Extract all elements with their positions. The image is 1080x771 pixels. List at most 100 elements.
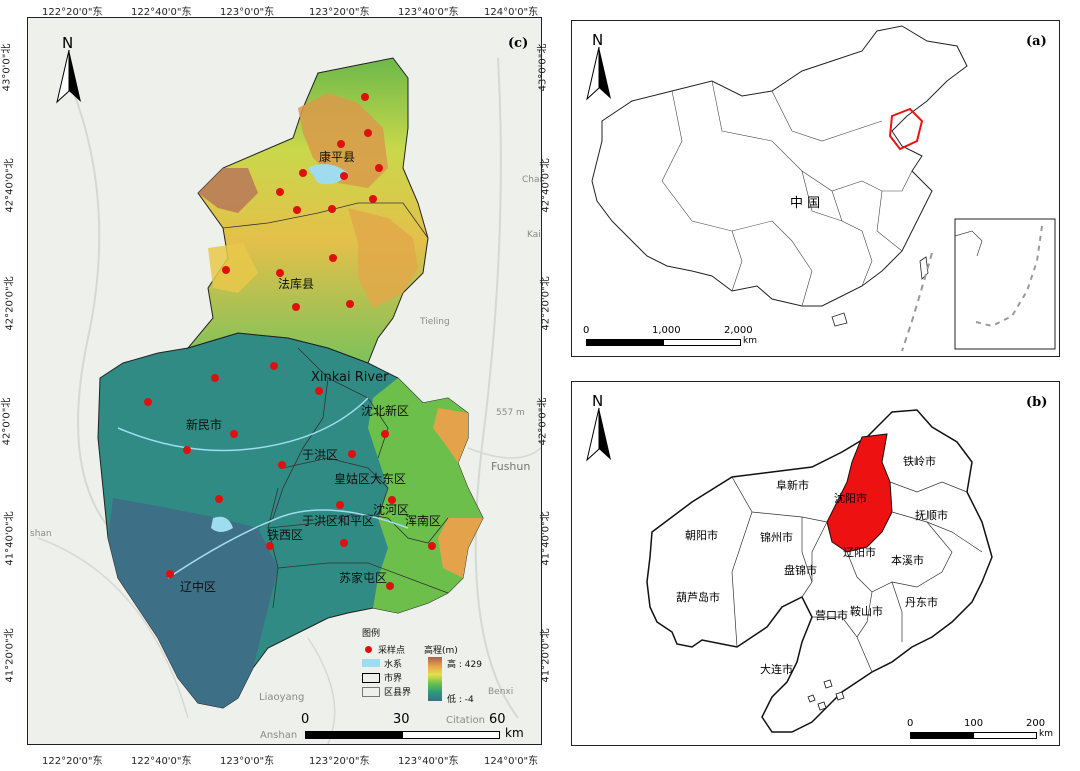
scale-tick: 1,000 (652, 325, 681, 336)
coord-top: 122°20'0"东 (42, 7, 103, 18)
coord-top: 123°20'0"东 (309, 7, 370, 18)
basemap-liaoyang: Liaoyang (259, 692, 305, 703)
province-boundary (801, 170, 843, 222)
scale-bar-b: 0 100 200 km (907, 718, 1058, 744)
sample-point (340, 539, 348, 547)
panel-b-map: N (b) 铁岭市 阜新市 沈阳市 抚顺市 朝阳市 锦州市 辽阳市 本溪市 盘锦… (571, 381, 1060, 746)
scale-tick: 100 (964, 718, 984, 729)
basemap-benxi: Benxi (488, 687, 514, 697)
inset-coast (954, 230, 983, 257)
city-boundary (846, 551, 893, 593)
coord-left: 42°40'0"北 (4, 158, 16, 213)
coord-right: 42°40'0"北 (540, 158, 552, 213)
sample-point (266, 542, 274, 550)
basemap-fushun: Fushun (491, 460, 531, 473)
coord-bottom: 122°20'0"东 (42, 756, 103, 767)
city-boundary (891, 521, 953, 588)
district-faku: 法库县 (278, 277, 315, 291)
legend-sample-icon (365, 646, 372, 653)
country-label: 中 国 (790, 196, 821, 211)
basemap-citation: Citation (446, 715, 485, 726)
sample-point (386, 582, 394, 590)
district-tiexi: 铁西区 (267, 528, 304, 542)
scale-tick: 0 (907, 718, 914, 729)
scale-unit: km (505, 726, 524, 740)
coord-left: 42°0'0"北 (1, 397, 13, 446)
sample-point (381, 430, 389, 438)
city-jinzhou: 锦州市 (760, 531, 793, 544)
sample-point (183, 446, 191, 454)
city-shenyang: 沈阳市 (834, 492, 867, 505)
scale-tick: 0 (583, 325, 590, 336)
basemap-road (467, 447, 541, 459)
province-boundary (861, 170, 913, 192)
river (167, 509, 409, 579)
scale-tick: 2,000 (724, 325, 753, 336)
scale-unit: km (1039, 729, 1053, 739)
sample-point (222, 266, 230, 274)
city-boundary (856, 591, 873, 638)
sample-point (276, 188, 284, 196)
panel-label-a: (a) (1026, 34, 1047, 49)
liaoning-outline (646, 409, 993, 733)
legend-county-icon (362, 687, 380, 697)
legend-elev-ramp (428, 657, 442, 701)
faku-highlands (348, 208, 418, 308)
panel-label-c: (c) (508, 36, 529, 51)
coord-left: 42°20'0"北 (4, 276, 16, 331)
district-shenbei: 沈北新区 (361, 404, 410, 418)
scale-tick: 200 (1026, 718, 1046, 729)
city-anshan: 鞍山市 (850, 605, 883, 618)
county-boundary (267, 512, 449, 544)
legend-water: 水系 (384, 660, 403, 670)
coord-bottom: 124°0'0"东 (484, 756, 539, 767)
inset-dashes (971, 225, 1043, 328)
sample-point (230, 430, 238, 438)
basemap-road (67, 77, 119, 539)
basemap-tieling: Tieling (420, 317, 450, 327)
sample-point (293, 206, 301, 214)
north-arrow-icon (586, 407, 611, 462)
north-label-a: N (592, 31, 604, 49)
city-dalian: 大连市 (760, 663, 793, 676)
sample-point (346, 300, 354, 308)
river-label: Xinkai River (311, 370, 389, 385)
city-yingkou: 营口市 (815, 609, 848, 622)
coord-bottom: 122°40'0"东 (131, 756, 192, 767)
coord-right: 42°0'0"北 (537, 397, 549, 446)
province-boundary (771, 220, 813, 307)
province-boundary (711, 80, 863, 192)
district-kangping: 康平县 (319, 150, 356, 164)
city-boundary (731, 476, 753, 648)
sample-point (329, 254, 337, 262)
shenyang-highlight (826, 433, 893, 553)
legend-elev-title: 高程(m) (424, 646, 458, 656)
basemap-557m: 557 m (496, 408, 525, 418)
scale-tick: 60 (489, 712, 506, 727)
basemap-svg (37, 57, 541, 744)
province-boundary (731, 230, 743, 292)
city-boundary (889, 481, 968, 493)
basemap-shan: shan (30, 529, 52, 539)
legend-low: 低 : -4 (447, 695, 474, 705)
panel-label-b: (b) (1026, 395, 1048, 410)
province-boundary (661, 90, 773, 232)
liaozhong-lowland (108, 498, 278, 708)
county-boundary (327, 377, 389, 459)
city-boundary (812, 616, 873, 673)
district-yuhong: 于洪区 (302, 448, 339, 462)
city-huludao: 葫芦岛市 (676, 591, 720, 604)
sample-point (364, 129, 372, 137)
scale-unit: km (743, 336, 757, 346)
sample-point (348, 450, 356, 458)
china-outline (591, 25, 968, 307)
legend-city-icon (362, 673, 380, 683)
sample-point (375, 164, 383, 172)
sample-point (361, 93, 369, 101)
coord-left: 41°20'0"北 (4, 628, 16, 683)
city-boundary (891, 511, 983, 553)
legend-water-icon (362, 659, 380, 667)
legend-city: 市界 (384, 674, 403, 684)
sample-point (337, 140, 345, 148)
hainan-island (831, 312, 848, 327)
